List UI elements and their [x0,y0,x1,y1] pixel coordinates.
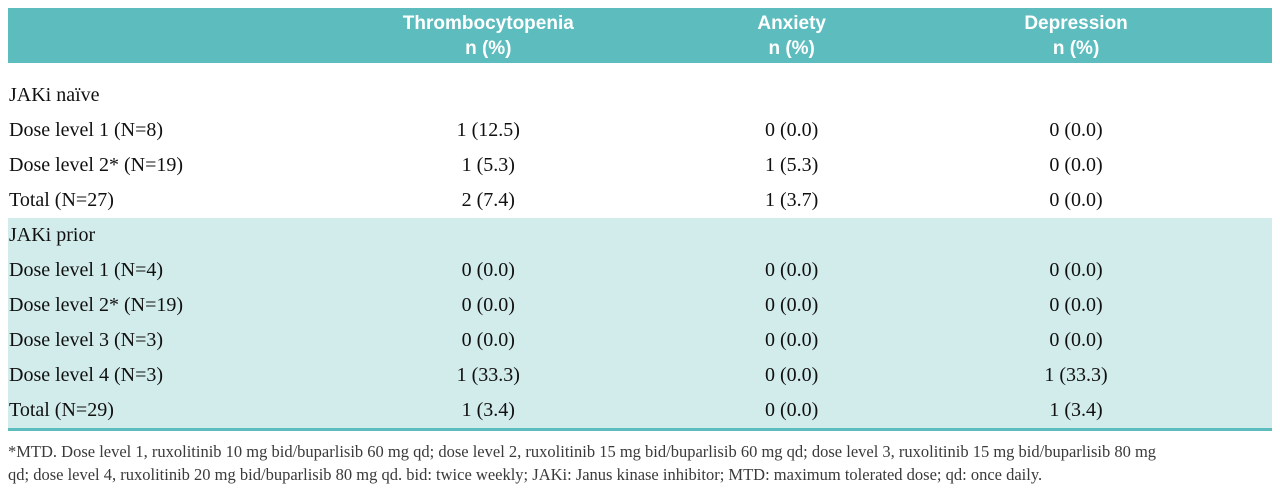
table-row: Dose level 4 (N=3) 1 (33.3) 0 (0.0) 1 (3… [8,358,1272,393]
column-title: Thrombocytopenia [402,12,574,34]
header-filler-cell [1208,8,1272,63]
value-thrombocytopenia: 0 (0.0) [336,253,640,288]
table-row: Dose level 3 (N=3) 0 (0.0) 0 (0.0) 0 (0.… [8,323,1272,358]
value-thrombocytopenia: 1 (3.4) [336,393,640,431]
value-depression: 0 (0.0) [943,323,1209,358]
column-title: Depression [1024,12,1128,34]
value-thrombocytopenia: 1 (33.3) [336,358,640,393]
header-thrombocytopenia: Thrombocytopenia n (%) [336,8,640,63]
value-anxiety: 0 (0.0) [639,323,944,358]
row-label: Dose level 1 (N=8) [9,119,164,141]
value-thrombocytopenia: 0 (0.0) [336,288,640,323]
row-label: Dose level 4 (N=3) [8,358,337,393]
filler-cell [1209,148,1272,183]
value-depression: 0 (0.0) [1049,154,1103,176]
header-row: Thrombocytopenia n (%) Anxiety n (%) Dep… [8,8,1272,63]
section-label: JAKi prior [8,218,1272,253]
footnote-line-2: qd; dose level 4, ruxolitinib 20 mg bid/… [8,465,1043,484]
value-thrombocytopenia: 1 (12.5) [456,119,520,141]
table-row: Total (N=27) 2 (7.4) 1 (3.7) 0 (0.0) [8,183,1272,218]
filler-cell [1208,393,1272,431]
header-anxiety: Anxiety n (%) [639,8,944,63]
value-anxiety: 0 (0.0) [765,119,819,141]
value-anxiety: 0 (0.0) [639,358,944,393]
filler-cell [1208,323,1272,358]
row-label: Dose level 3 (N=3) [8,323,337,358]
section-header-jaki-naive: JAKi naïve [8,78,1272,113]
value-depression: 1 (33.3) [943,358,1209,393]
value-depression: 0 (0.0) [943,253,1209,288]
spacer-row [8,63,1272,78]
value-anxiety: 0 (0.0) [639,393,944,431]
table-row: Dose level 2* (N=19) 0 (0.0) 0 (0.0) 0 (… [8,288,1272,323]
footnote-line-1: *MTD. Dose level 1, ruxolitinib 10 mg bi… [8,442,1157,461]
row-label: Dose level 1 (N=4) [8,253,337,288]
value-anxiety: 0 (0.0) [639,288,944,323]
row-label: Total (N=29) [8,393,337,431]
table-row: Dose level 2* (N=19) 1 (5.3) 1 (5.3) 0 (… [8,148,1272,183]
column-subtitle: n (%) [768,37,815,59]
value-thrombocytopenia: 1 (5.3) [461,154,515,176]
value-thrombocytopenia: 0 (0.0) [336,323,640,358]
value-depression: 0 (0.0) [1049,189,1103,211]
value-thrombocytopenia: 2 (7.4) [461,189,515,211]
row-label: Total (N=27) [9,189,114,211]
value-anxiety: 0 (0.0) [639,253,944,288]
filler-cell [1209,183,1272,218]
filler-cell [1208,253,1272,288]
row-label: Dose level 2* (N=19) [9,154,184,176]
filler-cell [1208,288,1272,323]
value-depression: 1 (3.4) [943,393,1209,431]
value-anxiety: 1 (5.3) [765,154,819,176]
filler-cell [1208,358,1272,393]
header-corner-cell [8,8,337,63]
value-depression: 0 (0.0) [943,288,1209,323]
column-title: Anxiety [757,12,826,34]
column-subtitle: n (%) [465,37,512,59]
table-row: Dose level 1 (N=8) 1 (12.5) 0 (0.0) 0 (0… [8,113,1272,148]
value-anxiety: 1 (3.7) [765,189,819,211]
table-row: Total (N=29) 1 (3.4) 0 (0.0) 1 (3.4) [8,393,1272,431]
filler-cell [1209,113,1272,148]
section-label: JAKi naïve [9,84,100,106]
table-footnote: *MTD. Dose level 1, ruxolitinib 10 mg bi… [8,440,1272,486]
section-header-jaki-prior: JAKi prior [8,218,1272,253]
header-depression: Depression n (%) [943,8,1209,63]
column-subtitle: n (%) [1052,37,1100,59]
row-label: Dose level 2* (N=19) [8,288,337,323]
adverse-events-table: Thrombocytopenia n (%) Anxiety n (%) Dep… [8,8,1272,431]
value-depression: 0 (0.0) [1049,119,1103,141]
table-row: Dose level 1 (N=4) 0 (0.0) 0 (0.0) 0 (0.… [8,253,1272,288]
